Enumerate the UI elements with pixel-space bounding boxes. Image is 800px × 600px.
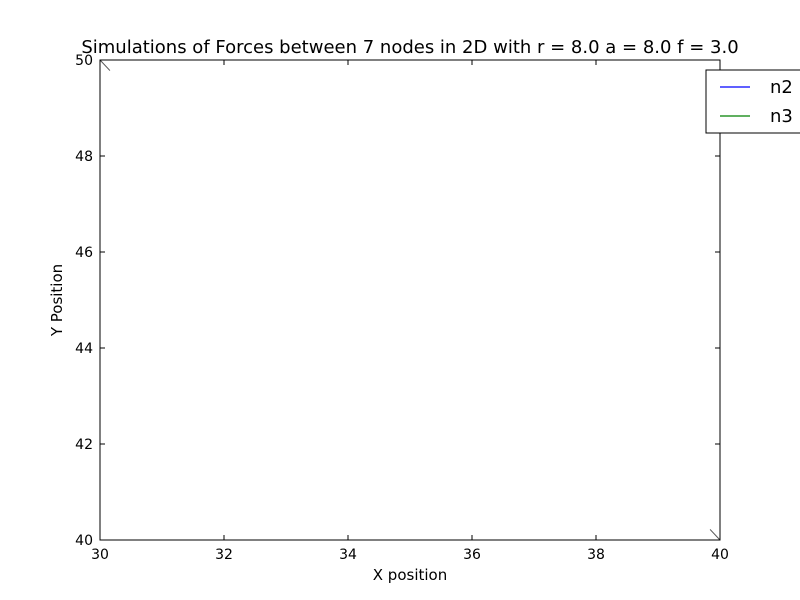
y-tick-label: 42 bbox=[75, 437, 93, 453]
chart-title: Simulations of Forces between 7 nodes in… bbox=[81, 37, 738, 58]
legend: n2 n3 bbox=[705, 69, 800, 134]
x-tick-label: 38 bbox=[587, 547, 605, 563]
y-axis-label: Y Position bbox=[48, 264, 66, 337]
y-axis: 40 42 44 46 48 50 bbox=[75, 53, 720, 549]
y-tick-label: 44 bbox=[75, 341, 93, 357]
legend-label-n2: n2 bbox=[770, 77, 793, 98]
legend-label-n3: n3 bbox=[770, 106, 793, 127]
y-tick-label: 40 bbox=[75, 533, 93, 549]
trace-mark-0 bbox=[99, 59, 111, 71]
x-tick-label: 30 bbox=[91, 547, 109, 563]
x-axis-label: X position bbox=[373, 566, 447, 584]
data-traces bbox=[99, 59, 721, 541]
y-tick-label: 50 bbox=[75, 53, 93, 69]
trace-mark-1 bbox=[709, 529, 721, 541]
y-tick-label: 46 bbox=[75, 245, 93, 261]
plot-frame bbox=[99, 59, 721, 541]
x-tick-label: 34 bbox=[339, 547, 357, 563]
x-tick-label: 40 bbox=[711, 547, 729, 563]
x-axis: 30 32 34 36 38 40 bbox=[91, 60, 729, 563]
x-tick-label: 36 bbox=[463, 547, 481, 563]
y-tick-label: 48 bbox=[75, 149, 93, 165]
legend-box bbox=[705, 69, 800, 134]
x-tick-label: 32 bbox=[215, 547, 233, 563]
plot-area: 30 32 34 36 38 40 40 42 44 46 48 50 bbox=[75, 53, 729, 563]
